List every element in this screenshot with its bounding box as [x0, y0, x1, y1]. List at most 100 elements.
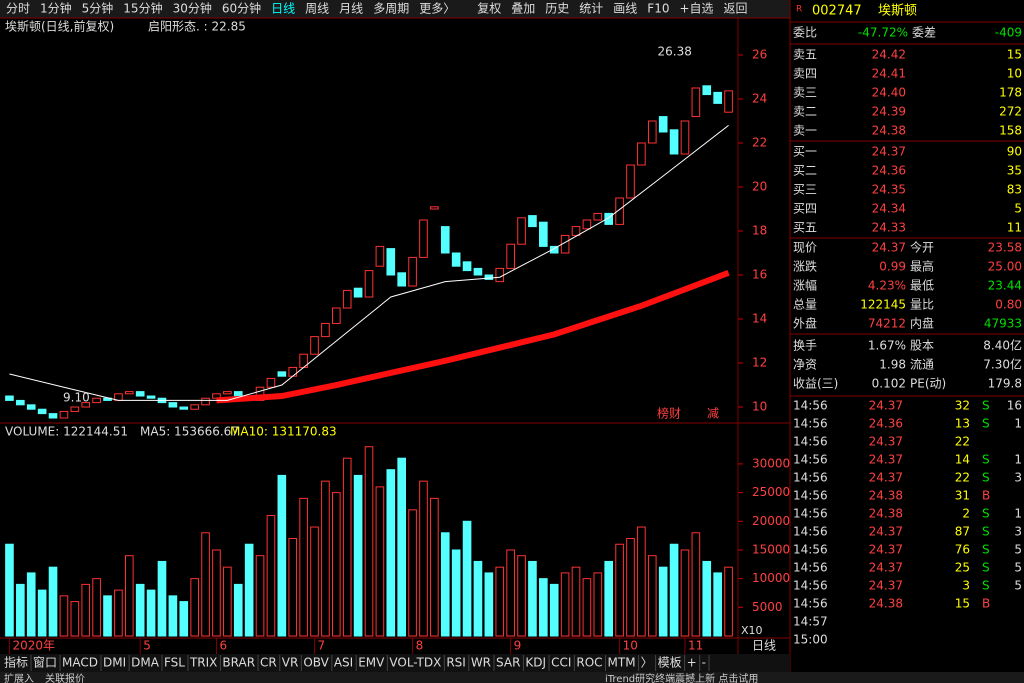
- stat-label: 总量: [793, 298, 817, 312]
- volume-bar: [713, 572, 722, 637]
- tab[interactable]: CR: [260, 656, 277, 670]
- tab[interactable]: ASI: [334, 656, 353, 670]
- x-tick-label: 6: [219, 639, 227, 653]
- tab[interactable]: 模板: [658, 656, 682, 670]
- toolbar-item[interactable]: 复权: [477, 2, 501, 16]
- stat-value: 4.23%: [868, 279, 906, 293]
- volume-bar: [212, 549, 221, 637]
- book-label: 买五: [793, 221, 817, 235]
- stock-name: 埃斯顿: [878, 4, 917, 19]
- trade-cell: B: [982, 597, 990, 611]
- volume-bar: [146, 589, 156, 637]
- toolbar-item[interactable]: 30分钟: [173, 1, 212, 16]
- volume-bar: [353, 474, 363, 637]
- x-tick-label: 2020年: [12, 639, 55, 653]
- volume-bar: [397, 457, 407, 637]
- tab[interactable]: DMA: [131, 656, 160, 670]
- candle: [332, 307, 341, 324]
- volume-bar: [114, 589, 123, 637]
- volume-bar: [364, 446, 374, 637]
- toolbar-item[interactable]: 分时: [6, 2, 30, 16]
- stat-label: PE(动): [910, 377, 946, 391]
- trade-cell: 14:56: [793, 417, 828, 431]
- toolbar-item[interactable]: 5分钟: [82, 1, 114, 16]
- trade-cell: 14:56: [793, 597, 828, 611]
- trade-cell: 14:56: [793, 525, 828, 539]
- volume-bar: [288, 538, 298, 637]
- candle: [135, 391, 145, 397]
- tab[interactable]: -: [702, 656, 706, 670]
- candle: [375, 245, 385, 267]
- tab[interactable]: RSI: [446, 656, 466, 670]
- tab[interactable]: VOL-TDX: [389, 656, 441, 670]
- trade-cell: S: [982, 561, 990, 575]
- tab[interactable]: EMV: [358, 656, 385, 670]
- stat-label: 涨跌: [793, 259, 817, 274]
- stat-value: 1.98: [879, 358, 906, 372]
- candle: [310, 336, 319, 355]
- candle: [528, 215, 537, 228]
- tab[interactable]: DMI: [103, 656, 126, 670]
- toolbar-item[interactable]: +自选: [679, 2, 713, 16]
- stat-value: 0.80: [995, 298, 1022, 312]
- x-tick-label: 9: [514, 639, 522, 653]
- candle: [70, 406, 80, 412]
- toolbar-item[interactable]: F10: [647, 2, 669, 16]
- toolbar-item[interactable]: 统计: [579, 2, 603, 16]
- toolbar-item[interactable]: 15分钟: [123, 1, 162, 16]
- trade-cell: 5: [1014, 579, 1022, 593]
- trade-cell: 24.38: [869, 489, 903, 503]
- tab[interactable]: MTM: [608, 656, 636, 670]
- book-label: 卖三: [793, 86, 817, 100]
- tab[interactable]: ROC: [576, 656, 602, 670]
- toolbar-item[interactable]: 更多〉: [419, 2, 455, 16]
- tab[interactable]: MACD: [62, 656, 98, 670]
- y-tick-label: 12: [752, 356, 767, 370]
- tab[interactable]: 窗口: [33, 656, 57, 670]
- candle: [440, 226, 450, 254]
- toolbar-item[interactable]: 60分钟: [222, 1, 261, 16]
- stat-label: 流通: [910, 358, 934, 372]
- tab[interactable]: CCI: [551, 656, 571, 670]
- candle: [495, 267, 505, 283]
- chart-name: 埃斯顿(日线,前复权): [5, 19, 114, 34]
- candle: [593, 212, 603, 221]
- trade-cell: 24.37: [869, 579, 903, 593]
- tab[interactable]: WR: [471, 656, 491, 670]
- tab[interactable]: +: [687, 656, 697, 670]
- tab[interactable]: BRAR: [222, 656, 255, 670]
- book-price: 24.34: [872, 202, 906, 216]
- tab[interactable]: SAR: [496, 656, 520, 670]
- y-tick-label: 20000: [752, 514, 790, 528]
- volume-bar: [124, 555, 134, 637]
- trade-cell: 24.37: [869, 435, 903, 449]
- toolbar-item[interactable]: 多周期: [373, 2, 409, 16]
- candle: [484, 274, 494, 280]
- toolbar-item[interactable]: 月线: [339, 2, 363, 16]
- toolbar-item[interactable]: 返回: [724, 2, 748, 16]
- toolbar-item[interactable]: 日线: [271, 2, 295, 16]
- candle: [408, 256, 417, 287]
- toolbar-item[interactable]: 1分钟: [40, 1, 72, 16]
- trade-cell: 24.36: [869, 417, 903, 431]
- toolbar-item[interactable]: 叠加: [511, 2, 535, 16]
- tab[interactable]: 〉: [641, 656, 653, 670]
- candle: [462, 261, 472, 272]
- stat-value: 179.8: [988, 377, 1022, 391]
- toolbar-item[interactable]: 画线: [613, 2, 637, 16]
- tab[interactable]: FSL: [164, 656, 185, 670]
- tab[interactable]: TRIX: [189, 656, 217, 670]
- tab[interactable]: VR: [282, 656, 299, 670]
- tab[interactable]: KDJ: [525, 656, 546, 670]
- stat-value: 0.102: [872, 377, 906, 391]
- candle: [26, 404, 36, 410]
- trade-cell: S: [982, 453, 990, 467]
- trade-cell: 87: [955, 525, 970, 539]
- toolbar-item[interactable]: 周线: [305, 2, 329, 16]
- candle: [517, 217, 526, 245]
- toolbar-item[interactable]: 历史: [545, 2, 569, 16]
- tab[interactable]: 指标: [4, 655, 28, 670]
- tab[interactable]: OBV: [303, 656, 329, 670]
- tabs-bg: [0, 654, 790, 672]
- trade-cell: S: [982, 543, 990, 557]
